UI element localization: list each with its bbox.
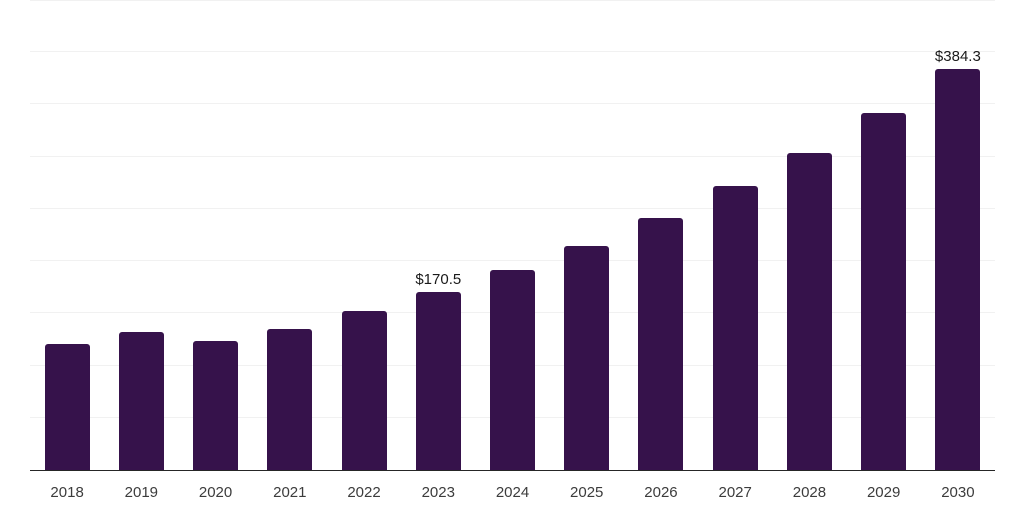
bar-2028	[786, 153, 832, 470]
bar-2027	[712, 186, 758, 470]
gridline-250	[30, 208, 995, 209]
bar-2020	[193, 340, 239, 470]
x-tick-2026: 2026	[644, 484, 678, 501]
gridline-300	[30, 156, 995, 157]
data-label-2023: $170.5	[415, 270, 462, 288]
x-tick-2019: 2019	[124, 484, 159, 501]
x-tick-2023: 2023	[421, 484, 455, 501]
bar-2019	[118, 331, 164, 470]
x-tick-2020: 2020	[198, 484, 233, 501]
bar-2030	[935, 68, 981, 470]
bar-2026	[638, 217, 684, 470]
x-tick-2025: 2025	[570, 484, 604, 501]
bar-2025	[564, 246, 610, 470]
x-tick-2028: 2028	[792, 484, 827, 501]
x-tick-2027: 2027	[718, 484, 752, 501]
x-tick-2024: 2024	[495, 484, 530, 501]
x-tick-2022: 2022	[347, 484, 381, 501]
bar-2029	[861, 112, 907, 470]
bar-2023	[415, 291, 461, 470]
plot-area: $170.5 $384.3	[30, 0, 995, 471]
gridline-200	[30, 260, 995, 261]
data-label-2030: $384.3	[934, 47, 981, 65]
bar-2018	[44, 343, 90, 470]
x-axis: 2018 2019 2020 2021 2022 2023 2024 2025 2026 2027…	[30, 471, 995, 512]
bar-2024	[490, 269, 535, 470]
x-tick-2030: 2030	[941, 484, 975, 501]
bar-2021	[267, 329, 313, 470]
gridline-350	[30, 103, 995, 104]
gridline-400	[30, 51, 995, 52]
x-tick-2018: 2018	[50, 484, 84, 501]
x-tick-2029: 2029	[866, 484, 901, 501]
gridline-450	[30, 0, 995, 1]
x-tick-2021: 2021	[273, 484, 307, 501]
bar-2022	[341, 311, 387, 470]
